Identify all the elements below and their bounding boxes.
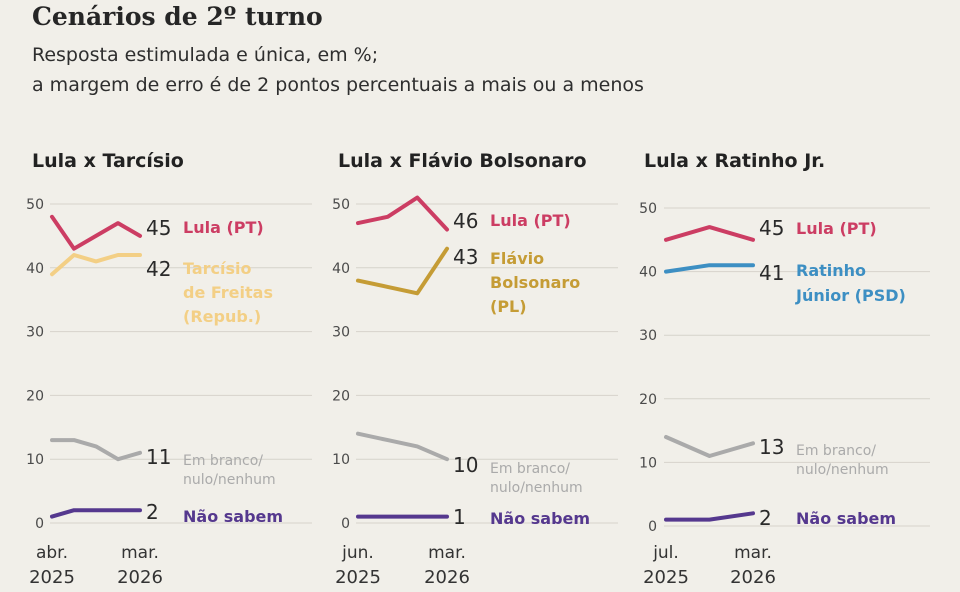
y-tick-label: 20 bbox=[26, 388, 44, 404]
panel-title: Lula x Ratinho Jr. bbox=[644, 150, 825, 172]
series-label: Júnior (PSD) bbox=[795, 286, 906, 305]
series-line bbox=[664, 435, 755, 458]
series-line bbox=[664, 263, 755, 274]
x-tick-year: 2025 bbox=[29, 567, 75, 588]
x-tick-year: 2026 bbox=[117, 567, 163, 588]
x-tick-year: 2025 bbox=[335, 567, 381, 588]
final-value-label: 45 bbox=[146, 216, 171, 240]
final-value-label: 11 bbox=[146, 445, 171, 469]
y-tick-label: 10 bbox=[26, 452, 44, 468]
y-tick-label: 40 bbox=[639, 265, 657, 281]
series-label: Ratinho bbox=[796, 261, 866, 280]
panel-title: Lula x Flávio Bolsonaro bbox=[338, 150, 587, 172]
y-tick-label: 50 bbox=[332, 197, 350, 213]
final-value-label: 43 bbox=[453, 245, 478, 269]
series-label: nulo/nenhum bbox=[183, 472, 276, 488]
series-label: (Repub.) bbox=[183, 307, 261, 326]
series-line bbox=[50, 508, 142, 519]
series-label: Em branco/ bbox=[796, 443, 876, 459]
final-value-label: 41 bbox=[759, 261, 784, 285]
final-value-label: 1 bbox=[453, 505, 466, 529]
series-label: Tarcísio bbox=[183, 259, 252, 278]
y-tick-label: 30 bbox=[332, 325, 350, 341]
y-tick-label: 30 bbox=[26, 325, 44, 341]
series-label: Bolsonaro bbox=[490, 273, 580, 292]
y-tick-label: 0 bbox=[648, 519, 657, 535]
series-line bbox=[50, 438, 142, 462]
series-label: Em branco/ bbox=[183, 453, 263, 469]
chart-title: Cenários de 2º turno bbox=[32, 2, 323, 31]
x-tick-label: mar. bbox=[734, 543, 772, 563]
y-tick-label: 10 bbox=[332, 452, 350, 468]
series-label: nulo/nenhum bbox=[796, 462, 889, 478]
y-tick-label: 0 bbox=[35, 516, 44, 532]
series-label: Lula (PT) bbox=[490, 211, 571, 230]
series-label: Não sabem bbox=[490, 509, 590, 528]
series-label: nulo/nenhum bbox=[490, 480, 583, 496]
series-label: Lula (PT) bbox=[183, 218, 264, 237]
y-tick-label: 10 bbox=[639, 455, 657, 471]
series-label: Não sabem bbox=[183, 507, 283, 526]
series-label: Flávio bbox=[490, 249, 544, 268]
x-tick-label: mar. bbox=[121, 543, 159, 563]
series-line bbox=[356, 195, 449, 232]
y-tick-label: 50 bbox=[639, 201, 657, 217]
y-tick-label: 20 bbox=[332, 388, 350, 404]
final-value-label: 42 bbox=[146, 257, 171, 281]
y-tick-label: 40 bbox=[26, 261, 44, 277]
final-value-label: 10 bbox=[453, 453, 478, 477]
series-line bbox=[50, 253, 142, 277]
panel-title: Lula x Tarcísio bbox=[32, 150, 184, 172]
series-line bbox=[664, 511, 755, 522]
final-value-label: 2 bbox=[759, 506, 772, 530]
subtitle-line-1: Resposta estimulada e única, em %; bbox=[32, 44, 379, 66]
x-tick-year: 2025 bbox=[643, 567, 689, 588]
series-line bbox=[356, 246, 449, 296]
y-tick-label: 20 bbox=[639, 392, 657, 408]
x-tick-year: 2026 bbox=[730, 567, 776, 588]
series-line bbox=[664, 225, 755, 242]
series-label: Não sabem bbox=[796, 509, 896, 528]
y-tick-label: 0 bbox=[341, 516, 350, 532]
final-value-label: 45 bbox=[759, 216, 784, 240]
x-tick-year: 2026 bbox=[424, 567, 470, 588]
final-value-label: 13 bbox=[759, 435, 784, 459]
y-tick-label: 40 bbox=[332, 261, 350, 277]
y-tick-label: 50 bbox=[26, 197, 44, 213]
y-tick-label: 30 bbox=[639, 328, 657, 344]
final-value-label: 46 bbox=[453, 209, 478, 233]
series-label: (PL) bbox=[490, 297, 527, 316]
x-tick-label: jul. bbox=[652, 543, 679, 563]
series-line bbox=[50, 214, 142, 251]
series-line bbox=[356, 431, 449, 462]
series-label: Lula (PT) bbox=[796, 219, 877, 238]
series-label: Em branco/ bbox=[490, 461, 570, 477]
subtitle-line-2: a margem de erro é de 2 pontos percentua… bbox=[32, 74, 644, 96]
x-tick-label: mar. bbox=[428, 543, 466, 563]
x-tick-label: jun. bbox=[341, 543, 374, 563]
series-label: de Freitas bbox=[183, 283, 273, 302]
final-value-label: 2 bbox=[146, 500, 159, 524]
x-tick-label: abr. bbox=[36, 543, 68, 563]
